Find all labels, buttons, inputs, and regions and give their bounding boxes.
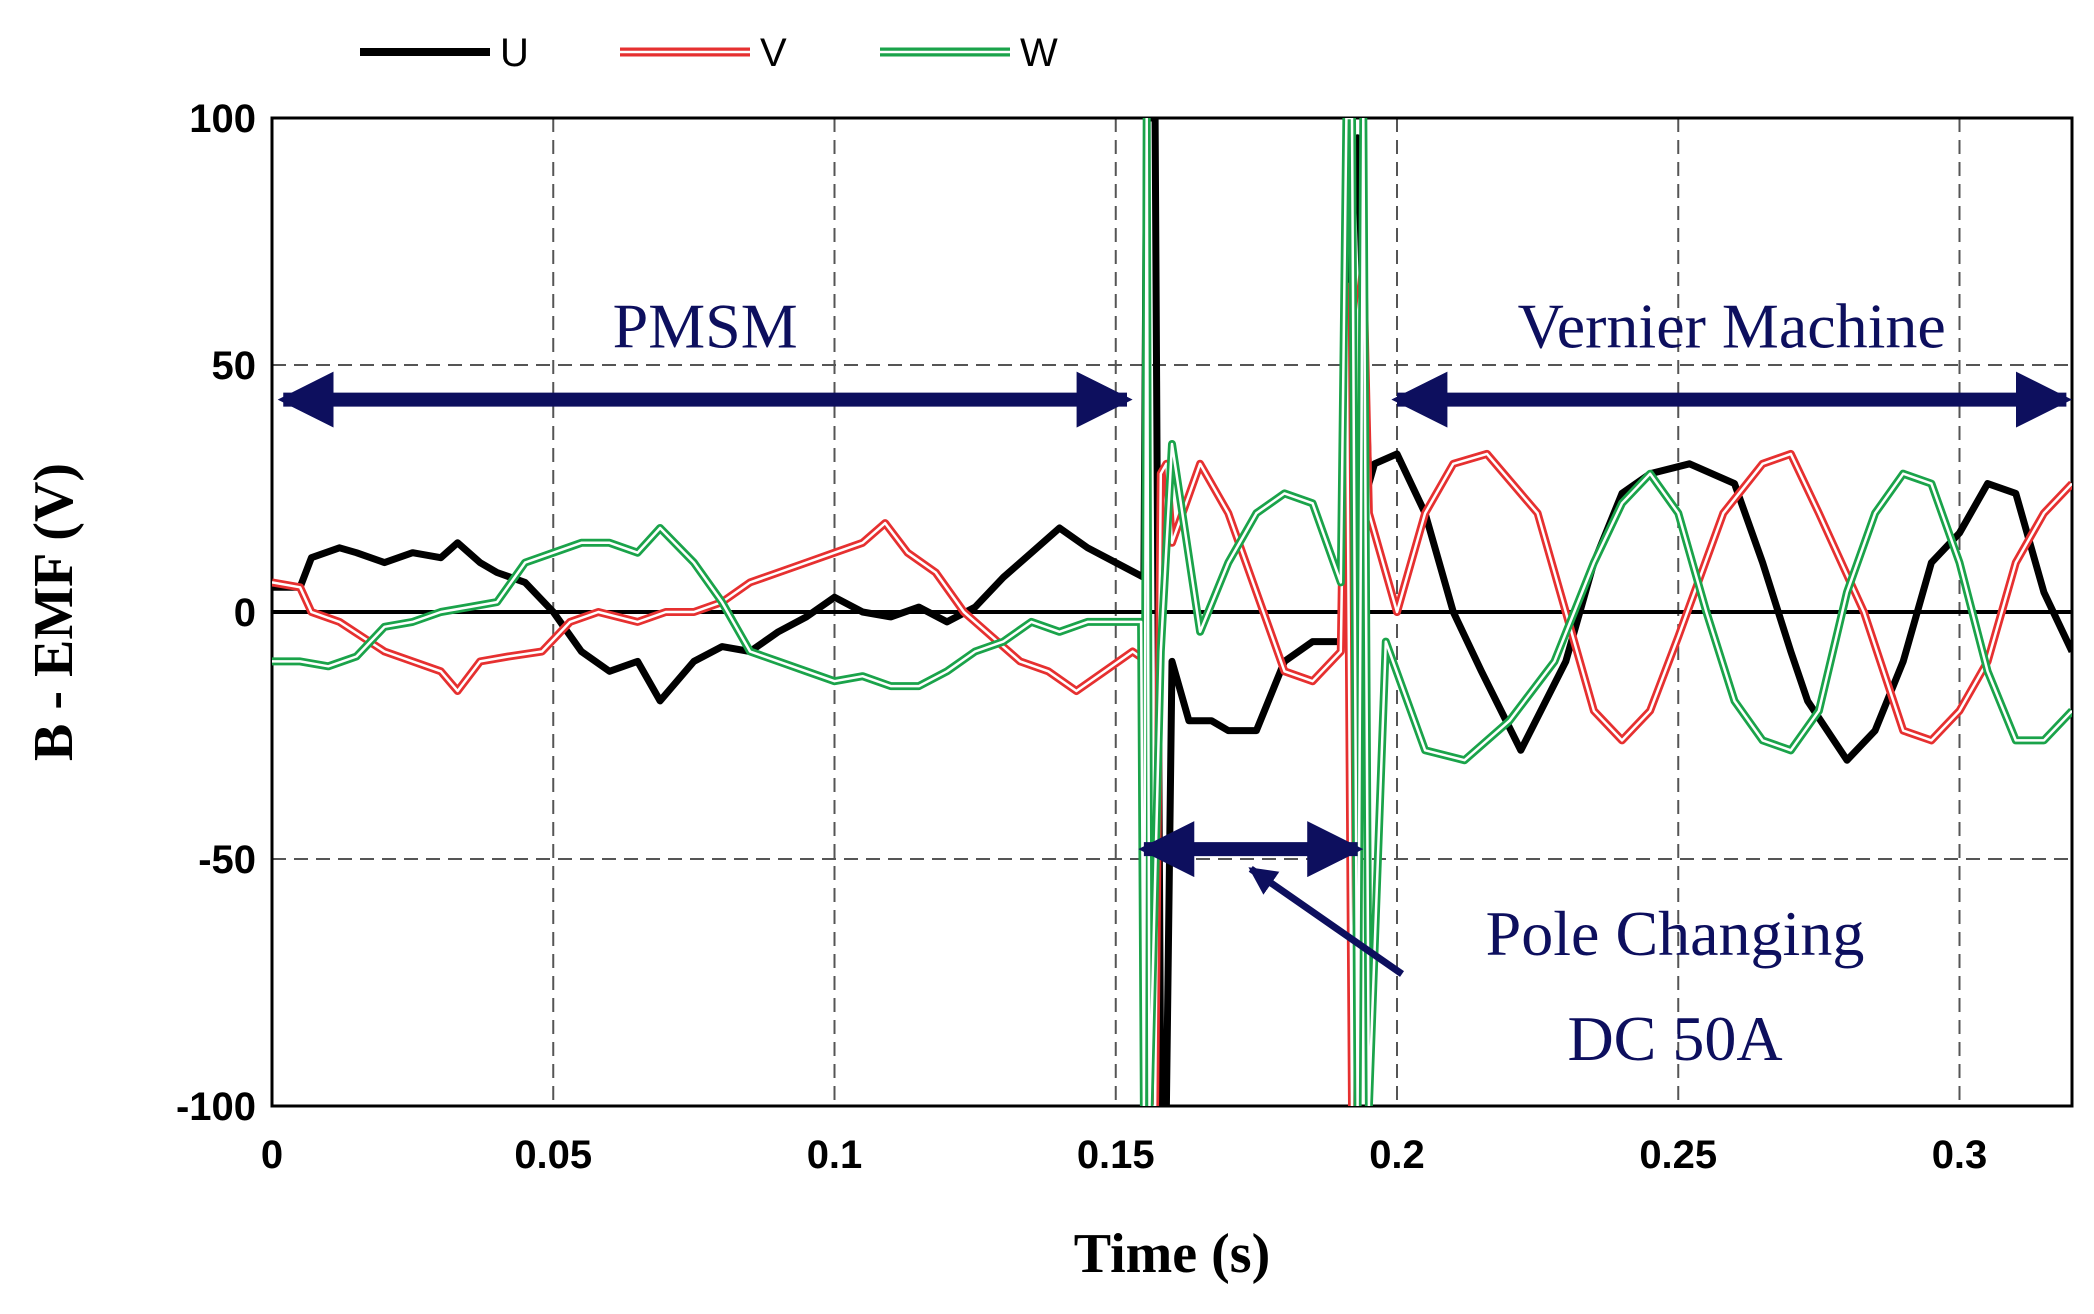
x-tick-label-3: 0.15 bbox=[1077, 1133, 1155, 1177]
pole-changing-pointer bbox=[1248, 866, 1404, 977]
x-tick-label-6: 0.3 bbox=[1932, 1133, 1988, 1177]
series-u-line bbox=[272, 118, 2072, 1106]
annotation-vernier: Vernier Machine bbox=[1391, 291, 2072, 428]
legend-label-w: W bbox=[1020, 31, 1058, 75]
vernier-machine-label: Vernier Machine bbox=[1518, 291, 1946, 362]
x-tick-label-1: 0.05 bbox=[514, 1133, 592, 1177]
x-axis-title: Time (s) bbox=[1074, 1223, 1271, 1285]
x-tick-label-4: 0.2 bbox=[1369, 1133, 1425, 1177]
y-tick-label-4: -100 bbox=[176, 1085, 256, 1129]
y-tick-label-0: 100 bbox=[189, 97, 256, 141]
y-tick-label-1: 50 bbox=[212, 344, 257, 388]
series-lines bbox=[272, 118, 2072, 1106]
x-tick-label-0: 0 bbox=[261, 1133, 283, 1177]
x-tick-label-5: 0.25 bbox=[1639, 1133, 1717, 1177]
y-axis-title: B - EMF (V) bbox=[23, 463, 85, 761]
legend-label-u: U bbox=[500, 31, 529, 75]
annotation-pole-changing: Pole Changing DC 50A bbox=[1138, 821, 1865, 1074]
y-tick-label-2: 0 bbox=[234, 591, 256, 635]
y-tick-labels: 100 50 0 -50 -100 bbox=[176, 97, 256, 1129]
legend: U V W bbox=[360, 31, 1058, 75]
y-tick-label-3: -50 bbox=[198, 838, 256, 882]
annotation-pmsm: PMSM bbox=[277, 291, 1133, 428]
series-w-line-inner bbox=[272, 118, 2072, 1106]
pole-changing-label-line2: DC 50A bbox=[1567, 1003, 1782, 1074]
legend-label-v: V bbox=[760, 31, 787, 75]
pole-changing-label-line1: Pole Changing bbox=[1486, 898, 1865, 969]
x-tick-label-2: 0.1 bbox=[807, 1133, 863, 1177]
pmsm-label: PMSM bbox=[613, 291, 798, 362]
x-tick-labels: 0 0.05 0.1 0.15 0.2 0.25 0.3 bbox=[261, 1133, 1987, 1177]
